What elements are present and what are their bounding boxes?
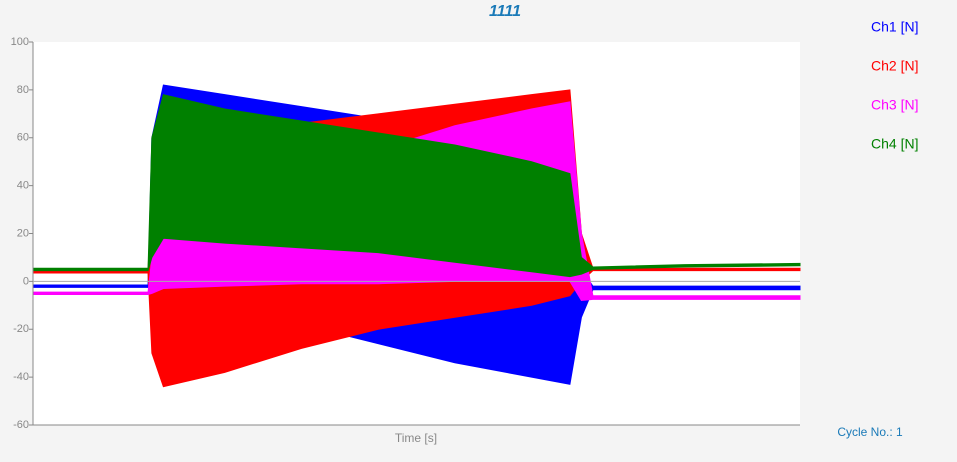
y-tick-label: -40 xyxy=(13,371,29,383)
y-tick-label: 60 xyxy=(17,132,29,144)
data-layer xyxy=(32,84,801,388)
y-tick-label: 80 xyxy=(17,84,29,96)
legend-entry: Ch2 [N] xyxy=(871,58,918,74)
y-tick-label: 100 xyxy=(11,36,29,48)
cycle-label: Cycle No.: 1 xyxy=(837,425,903,439)
chart-title: 1111 xyxy=(489,3,521,20)
legend-entry: Ch1 [N] xyxy=(871,19,918,35)
legend-entry: Ch4 [N] xyxy=(871,136,918,152)
y-tick-label: 20 xyxy=(17,227,29,239)
x-axis-label: Time [s] xyxy=(395,431,437,445)
y-tick-label: -20 xyxy=(13,323,29,335)
y-tick-label: -60 xyxy=(13,419,29,431)
y-tick-label: 0 xyxy=(23,275,29,287)
legend-entry: Ch3 [N] xyxy=(871,97,918,113)
y-tick-label: 40 xyxy=(17,180,29,192)
signal-band xyxy=(32,94,801,278)
